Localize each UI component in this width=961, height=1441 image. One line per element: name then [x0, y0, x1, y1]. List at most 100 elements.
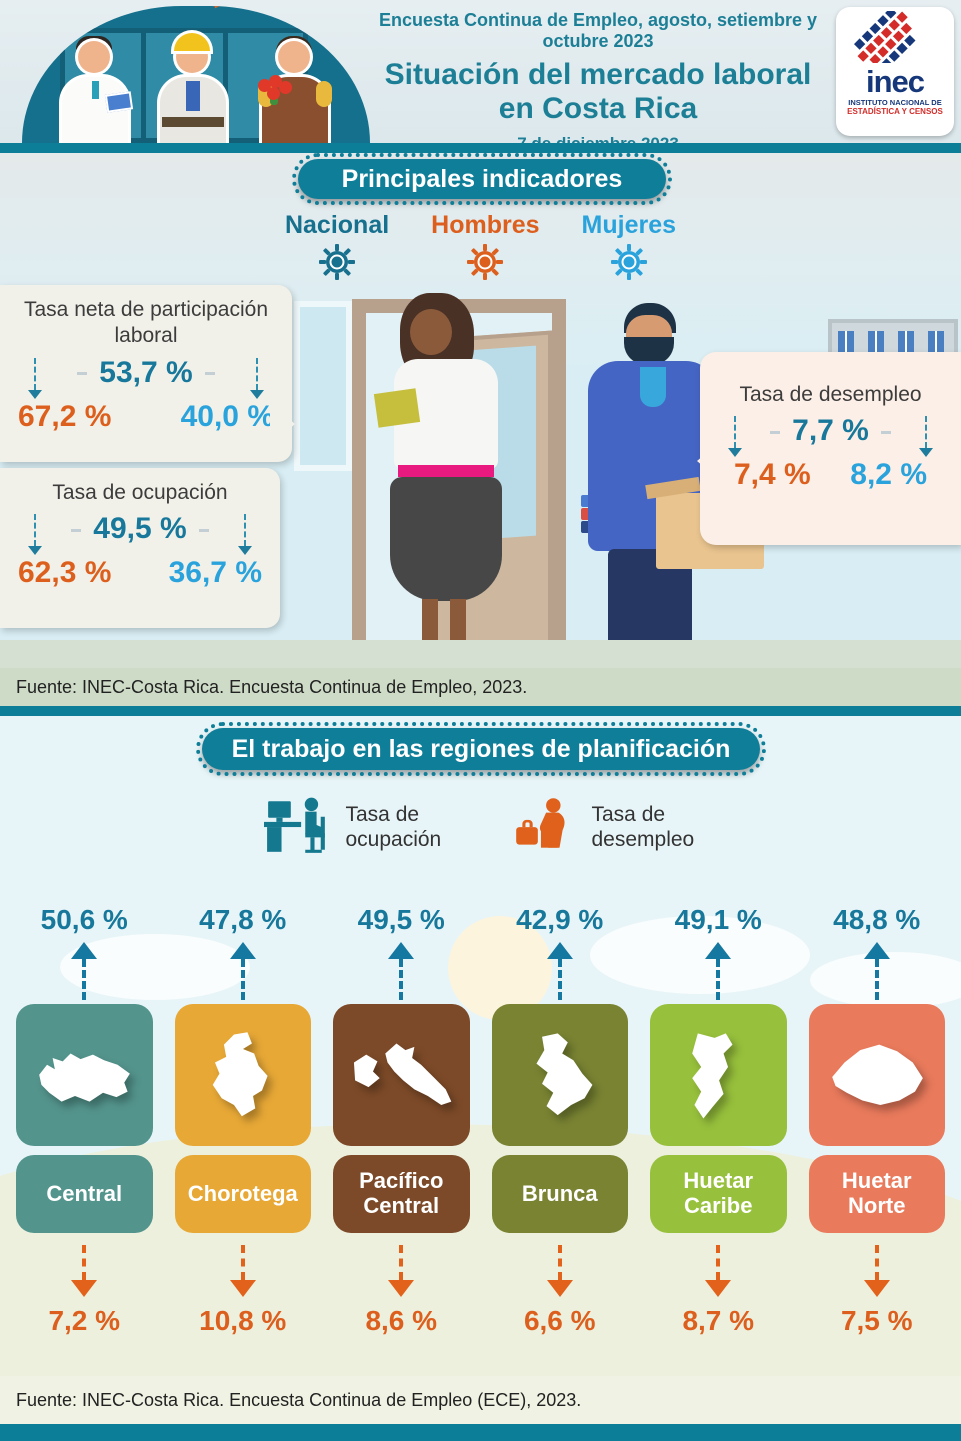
footer-bar [0, 1424, 961, 1441]
flowers-icon [258, 75, 292, 105]
section-regiones: El trabajo en las regiones de planificac… [0, 716, 961, 1441]
arrow-down-icon [71, 1245, 98, 1297]
region-name: Chorotega [187, 1180, 298, 1206]
brunca-map-silhouette [536, 1033, 593, 1116]
person-at-desk-icon [263, 796, 330, 859]
region-map-card [808, 1004, 945, 1146]
indicators-legend: Nacional Hombres [0, 211, 961, 287]
legend-label: Nacional [284, 211, 390, 239]
unemployed-person-icon [510, 796, 576, 859]
source-line-indicators: Fuente: INEC-Costa Rica. Encuesta Contin… [0, 668, 961, 706]
arrow-down-icon [705, 1245, 732, 1297]
arrow-up-icon [71, 942, 98, 1000]
woman-figure [373, 293, 518, 668]
stat-card-participacion: Tasa neta de participación laboral 53,7 … [0, 285, 295, 462]
gear-icon [610, 244, 647, 287]
unemployment-rate-value: 8,7 % [682, 1305, 755, 1336]
region-name-card: Central [16, 1155, 153, 1233]
cloud-decoration [810, 952, 961, 1008]
unemployment-rate-value: 6,6 % [523, 1305, 596, 1336]
window-icon [294, 301, 352, 471]
arrow-down-icon [229, 1245, 256, 1297]
chorotega-map-silhouette [212, 1032, 268, 1117]
legend-item-mujeres: Mujeres [582, 211, 676, 287]
clipboard-icon [104, 91, 134, 113]
arrow-down-icon [919, 416, 933, 462]
section-title-banner: El trabajo en las regiones de planificac… [196, 722, 766, 776]
regions-legend: Tasa de ocupación Tasa de desempleo [0, 796, 961, 859]
legend-unemployment-label: Tasa de desempleo [591, 803, 695, 851]
floor [0, 640, 961, 668]
regions-grid: 50,6 % Central 7,2 % 47,8 % Chorotega [16, 904, 945, 1341]
divider-bar [0, 143, 961, 153]
stat-card-ocupacion: Tasa de ocupación 49,5 % 62,3 % 36,7 % [0, 468, 280, 628]
central-map-silhouette [39, 1053, 131, 1102]
workers-illustration [22, 6, 370, 143]
stat-title: Tasa neta de participación laboral [24, 298, 268, 348]
national-value: 53,7 % [65, 356, 226, 389]
unemployment-rate-value: 8,6 % [365, 1305, 438, 1336]
arrow-down-icon [28, 514, 42, 560]
women-value: 40,0 % [180, 399, 274, 433]
occupation-rate-value: 49,1 % [674, 904, 762, 935]
region-name-card: Chorotega [174, 1155, 311, 1233]
region-name-card: Pacífico Central [333, 1155, 470, 1233]
region-name: Brunca [521, 1180, 598, 1206]
region-name-card: Huetar Caribe [650, 1155, 787, 1233]
legend-item-nacional: Nacional [285, 211, 389, 287]
header: Encuesta Continua de Empleo, agosto, set… [0, 0, 961, 153]
region-column-brunca: 42,9 % Brunca 6,6 % [491, 904, 628, 1341]
legend-item-hombres: Hombres [431, 211, 540, 287]
legend-label: Hombres [431, 211, 540, 239]
region-map-card [650, 1004, 787, 1146]
arrow-down-icon [388, 1245, 415, 1297]
paper-icon [373, 388, 421, 428]
legend-label: Mujeres [581, 211, 677, 239]
region-name: Central [46, 1180, 123, 1206]
section-title-banner: Principales indicadores [292, 153, 672, 205]
men-value: 7,4 % [734, 458, 811, 492]
region-column-huetar-caribe: 49,1 % Huetar Caribe 8,7 % [650, 904, 787, 1341]
women-value: 36,7 % [168, 556, 262, 590]
arrow-down-icon [546, 1245, 573, 1297]
men-value: 62,3 % [18, 556, 112, 590]
national-value: 49,5 % [59, 512, 220, 545]
gear-icon [319, 244, 356, 287]
huetar-caribe-map-silhouette [692, 1033, 733, 1119]
section-principales-indicadores: Principales indicadores Nacional Hombres [0, 153, 961, 706]
gear-icon [467, 244, 504, 287]
legend-occupation-label: Tasa de ocupación [345, 803, 442, 851]
hard-hat-icon [174, 33, 210, 51]
survey-line: Encuesta Continua de Empleo, agosto, set… [378, 10, 818, 51]
source-line-regions: Fuente: INEC-Costa Rica. Encuesta Contin… [0, 1376, 961, 1424]
arrow-down-icon [28, 357, 42, 404]
stat-title: Tasa de desempleo [739, 383, 922, 406]
occupation-rate-value: 49,5 % [357, 904, 445, 935]
region-column-central: 50,6 % Central 7,2 % [16, 904, 153, 1341]
men-value: 67,2 % [18, 399, 112, 433]
region-map-card [491, 1004, 628, 1146]
region-column-pacifico-central: 49,5 % Pacífico Central 8,6 % [333, 904, 470, 1341]
arrow-down-icon [728, 416, 742, 462]
region-name-card: Brunca [491, 1155, 628, 1233]
region-name: Pacífico Central [359, 1168, 444, 1218]
arrow-down-icon [863, 1245, 890, 1297]
pacifico-central-map-silhouette [354, 1043, 452, 1106]
inec-logo: inec INSTITUTO NACIONAL DE ESTADÍSTICA Y… [836, 7, 954, 136]
region-name: Huetar Norte [841, 1168, 912, 1218]
stat-card-desempleo: Tasa de desempleo 7,7 % 7,4 % 8,2 % [697, 352, 961, 545]
divider-bar [0, 706, 961, 716]
florist-figure [250, 31, 340, 143]
arrow-up-icon [705, 942, 732, 1000]
unemployment-rate-value: 7,2 % [48, 1305, 121, 1336]
unemployment-rate-value: 7,5 % [840, 1305, 913, 1336]
arrow-down-icon [250, 357, 264, 404]
occupation-rate-value: 42,9 % [516, 904, 604, 935]
arrow-down-icon [238, 514, 252, 560]
arrow-up-icon [546, 942, 573, 1000]
arrow-up-icon [863, 942, 890, 1000]
huetar-norte-map-silhouette [831, 1044, 923, 1106]
inec-pattern-icon [853, 7, 916, 70]
region-map-card [174, 1004, 311, 1146]
